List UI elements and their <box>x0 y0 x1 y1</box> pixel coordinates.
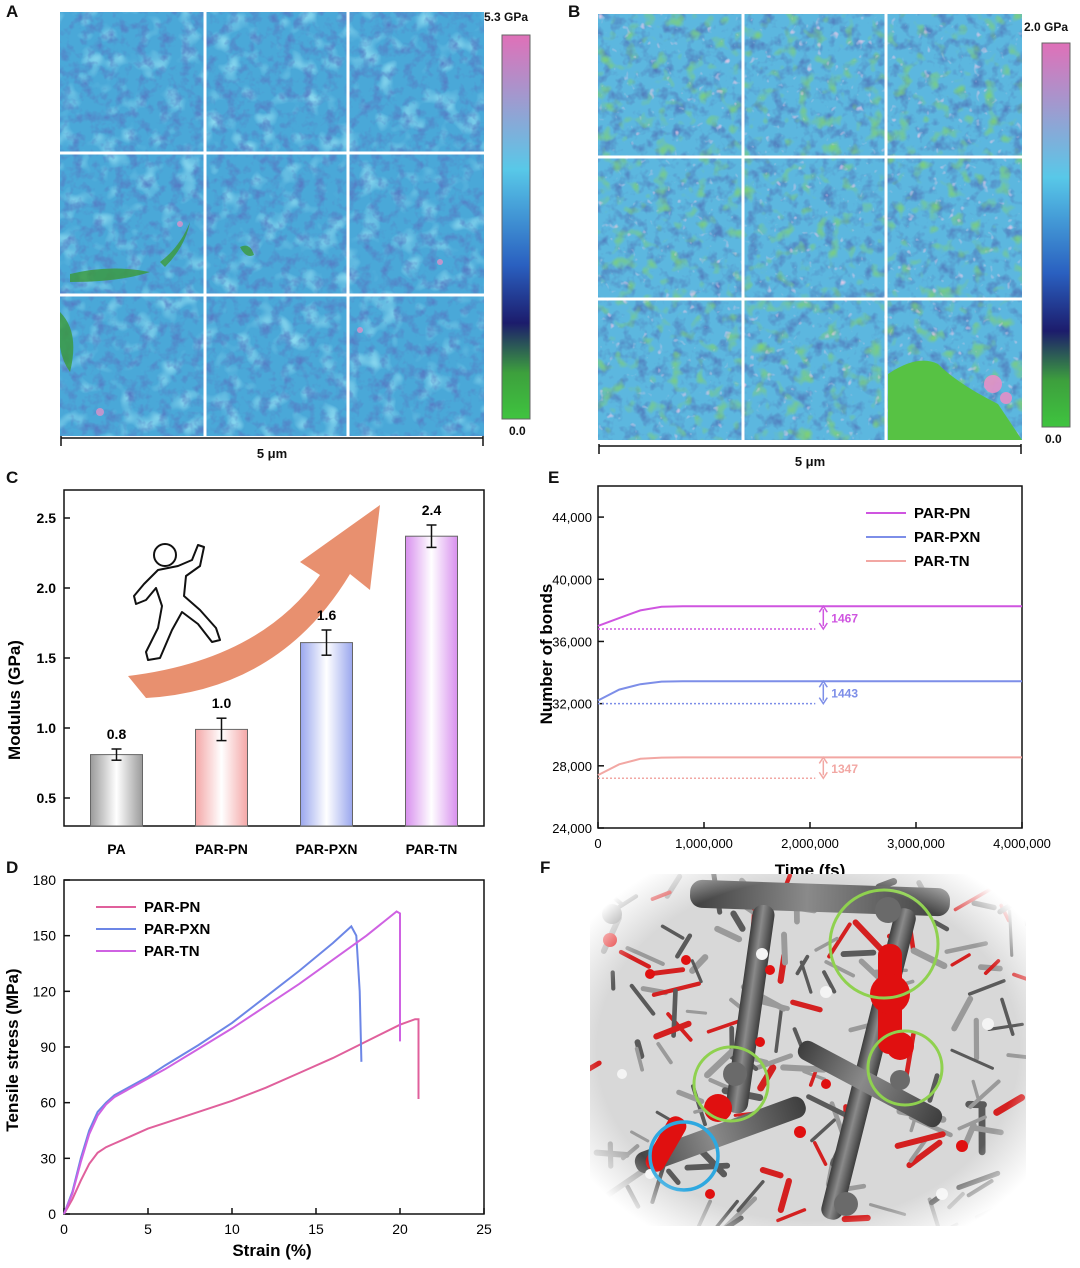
delta-label: 1467 <box>831 612 858 626</box>
colorbar-b-max: 2.0 GPa <box>1024 20 1069 34</box>
data-label: 0.8 <box>107 726 127 742</box>
running-person-icon <box>133 543 221 661</box>
bar-par-pn <box>195 728 248 827</box>
legend-label: PAR-PXN <box>914 529 980 546</box>
legend-label: PAR-PN <box>914 505 970 522</box>
series-line-par-pn <box>597 605 1022 627</box>
molecular-structure-render <box>559 871 1038 1246</box>
panel-label-b: B <box>568 2 581 21</box>
y-tick-label: 150 <box>33 928 57 944</box>
y-tick-label: 40,000 <box>552 572 592 587</box>
colorbar-a-min: 0.0 <box>509 424 526 438</box>
x-tick-label: PAR-PN <box>195 841 248 857</box>
x-tick-label: 0 <box>594 836 601 851</box>
legend-label: PAR-PN <box>144 899 200 916</box>
y-tick-label: 36,000 <box>552 634 592 649</box>
x-tick-label: 25 <box>476 1221 492 1237</box>
bonds-y-axis-label: Number of bonds <box>537 584 556 725</box>
x-tick-label: 1,000,000 <box>675 836 733 851</box>
x-tick-label: 3,000,000 <box>887 836 945 851</box>
x-tick-label: 4,000,000 <box>993 836 1051 851</box>
stress-y-axis-label: Tensile stress (MPa) <box>3 968 22 1131</box>
y-tick-label: 44,000 <box>552 510 592 525</box>
modulus-y-axis-label: Modulus (GPa) <box>5 640 24 760</box>
y-tick-label: 180 <box>33 872 57 888</box>
panel-label-a: A <box>6 2 19 21</box>
scale-bar-a-label: 5 μm <box>256 446 288 461</box>
series-line-par-tn <box>63 910 401 1215</box>
modulus-map-a-grid <box>58 12 484 436</box>
stress-strain-chart: Tensile stress (MPa) Strain (%) 0 30 60 90 1… <box>3 872 492 1260</box>
y-tick-label: 90 <box>40 1039 56 1055</box>
panel-label-c: C <box>6 468 19 487</box>
bar-par-tn <box>405 535 458 827</box>
delta-arrow-head-bottom <box>818 622 828 631</box>
x-tick-label: 15 <box>308 1221 324 1237</box>
x-tick-label: 2,000,000 <box>781 836 839 851</box>
bonds-time-chart: Number of bonds Time (fs) 24,00028,00032… <box>537 485 1051 880</box>
delta-arrow-head-bottom <box>818 771 828 780</box>
y-tick-label: 24,000 <box>552 821 592 836</box>
modulus-map-a <box>58 12 484 436</box>
panel-label-f: F <box>540 858 551 877</box>
colorbar-b <box>1041 42 1071 428</box>
legend-label: PAR-TN <box>144 943 200 960</box>
scale-bar-b <box>598 444 1022 454</box>
panel-label-d: D <box>6 858 19 877</box>
x-tick-label: PA <box>107 841 125 857</box>
series-line-par-tn <box>597 756 1022 776</box>
panel-label-e: E <box>548 468 560 487</box>
y-tick-label: 30 <box>40 1150 56 1166</box>
y-tick-label: 32,000 <box>552 697 592 712</box>
trend-arrow <box>128 505 380 698</box>
legend-label: PAR-PXN <box>144 921 210 938</box>
plot-frame <box>63 879 485 1215</box>
scale-bar-b-label: 5 μm <box>794 454 826 469</box>
y-tick-label: 1.5 <box>37 650 57 666</box>
bar-par-pxn <box>300 642 353 827</box>
molecular-structure <box>559 871 1038 1246</box>
delta-label: 1443 <box>831 686 858 700</box>
data-label: 1.6 <box>317 607 337 623</box>
scale-bar-a <box>60 436 484 446</box>
strain-x-axis-label: Strain (%) <box>232 1241 311 1260</box>
y-tick-label: 120 <box>33 983 57 999</box>
delta-arrow-head-top <box>818 679 828 688</box>
y-tick-label: 2.0 <box>37 580 57 596</box>
delta-label: 1347 <box>831 762 858 776</box>
colorbar-a-max: 5.3 GPa <box>484 10 529 24</box>
x-tick-label: 0 <box>60 1221 68 1237</box>
bar-pa <box>90 754 143 827</box>
colorbar-b-min: 0.0 <box>1045 432 1062 446</box>
y-tick-label: 1.0 <box>37 720 57 736</box>
data-label: 1.0 <box>212 695 232 711</box>
y-tick-label: 60 <box>40 1095 56 1111</box>
x-tick-label: 5 <box>144 1221 152 1237</box>
series-line-par-pxn <box>63 924 363 1215</box>
y-tick-label: 0.5 <box>37 790 57 806</box>
x-tick-label: PAR-TN <box>406 841 458 857</box>
modulus-map-b-grid <box>598 14 1022 440</box>
series-line-par-pn <box>63 1018 420 1215</box>
delta-arrow-head-top <box>818 756 828 764</box>
y-tick-label: 28,000 <box>552 759 592 774</box>
x-tick-label: PAR-PXN <box>296 841 358 857</box>
x-tick-label: 20 <box>392 1221 408 1237</box>
y-tick-label: 2.5 <box>37 510 57 526</box>
delta-arrow-head-bottom <box>818 697 828 705</box>
delta-arrow-head-top <box>818 604 828 613</box>
legend-label: PAR-TN <box>914 553 970 570</box>
modulus-bar-chart: Modulus (GPa) 0.5 1.0 1.5 2.0 2.5 PA PAR-PN PAR… <box>5 489 485 857</box>
series-line-par-pxn <box>597 680 1022 702</box>
x-tick-label: 10 <box>224 1221 240 1237</box>
data-label: 2.4 <box>422 502 442 518</box>
colorbar-a <box>501 34 531 420</box>
modulus-map-b <box>598 14 1022 440</box>
y-tick-label: 0 <box>48 1206 56 1222</box>
